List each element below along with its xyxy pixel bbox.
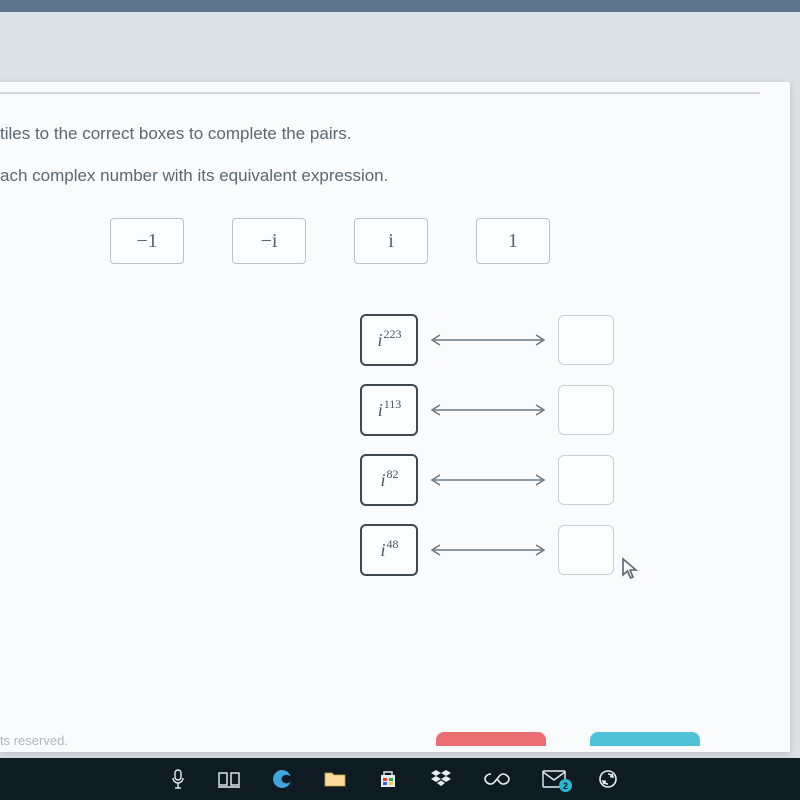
edge-icon[interactable] bbox=[272, 769, 292, 789]
drop-target-1[interactable] bbox=[558, 315, 614, 365]
reset-button[interactable] bbox=[436, 732, 546, 746]
expr-i-48: i48 bbox=[360, 524, 418, 576]
mic-icon[interactable] bbox=[170, 769, 186, 789]
drop-target-3[interactable] bbox=[558, 455, 614, 505]
match-area: i223 i113 i82 bbox=[360, 314, 760, 576]
cursor-icon bbox=[620, 557, 640, 587]
submit-button[interactable] bbox=[590, 732, 700, 746]
screen: tiles to the correct boxes to complete t… bbox=[0, 0, 800, 800]
match-row: i223 bbox=[360, 314, 760, 366]
tile-i[interactable]: i bbox=[354, 218, 428, 264]
instruction-line-1: tiles to the correct boxes to complete t… bbox=[0, 124, 760, 144]
expr-base: i bbox=[380, 470, 385, 491]
task-view-icon[interactable] bbox=[218, 770, 240, 788]
dropbox-icon[interactable] bbox=[430, 769, 452, 789]
double-arrow-icon bbox=[428, 400, 548, 420]
action-pills bbox=[436, 732, 700, 746]
expr-exp: 82 bbox=[387, 467, 399, 482]
double-arrow-icon bbox=[428, 540, 548, 560]
expr-exp: 48 bbox=[387, 537, 399, 552]
infinity-icon[interactable] bbox=[484, 772, 510, 786]
match-row: i48 bbox=[360, 524, 760, 576]
expr-exp: 223 bbox=[384, 327, 402, 342]
double-arrow-icon bbox=[428, 470, 548, 490]
copyright-text: ts reserved. bbox=[0, 733, 68, 748]
tile-neg-1[interactable]: −1 bbox=[110, 218, 184, 264]
taskbar: 2 bbox=[0, 758, 800, 800]
tile-1[interactable]: 1 bbox=[476, 218, 550, 264]
store-icon[interactable] bbox=[378, 769, 398, 789]
expr-i-113: i113 bbox=[360, 384, 418, 436]
app-window: tiles to the correct boxes to complete t… bbox=[0, 82, 790, 752]
expr-i-82: i82 bbox=[360, 454, 418, 506]
mail-badge-count: 2 bbox=[559, 779, 572, 792]
match-row: i113 bbox=[360, 384, 760, 436]
drop-target-4[interactable] bbox=[558, 525, 614, 575]
double-arrow-icon bbox=[428, 330, 548, 350]
expr-i-223: i223 bbox=[360, 314, 418, 366]
tiles-row: −1 −i i 1 bbox=[110, 218, 760, 264]
top-rule bbox=[0, 92, 760, 94]
drop-target-2[interactable] bbox=[558, 385, 614, 435]
expr-base: i bbox=[377, 330, 382, 351]
match-row: i82 bbox=[360, 454, 760, 506]
expr-exp: 113 bbox=[384, 397, 402, 412]
sync-icon[interactable] bbox=[598, 769, 618, 789]
expr-base: i bbox=[380, 540, 385, 561]
file-explorer-icon[interactable] bbox=[324, 770, 346, 788]
instruction-line-2: ach complex number with its equivalent e… bbox=[0, 166, 760, 186]
tile-neg-i[interactable]: −i bbox=[232, 218, 306, 264]
expr-base: i bbox=[378, 400, 383, 421]
mail-icon[interactable]: 2 bbox=[542, 770, 566, 788]
